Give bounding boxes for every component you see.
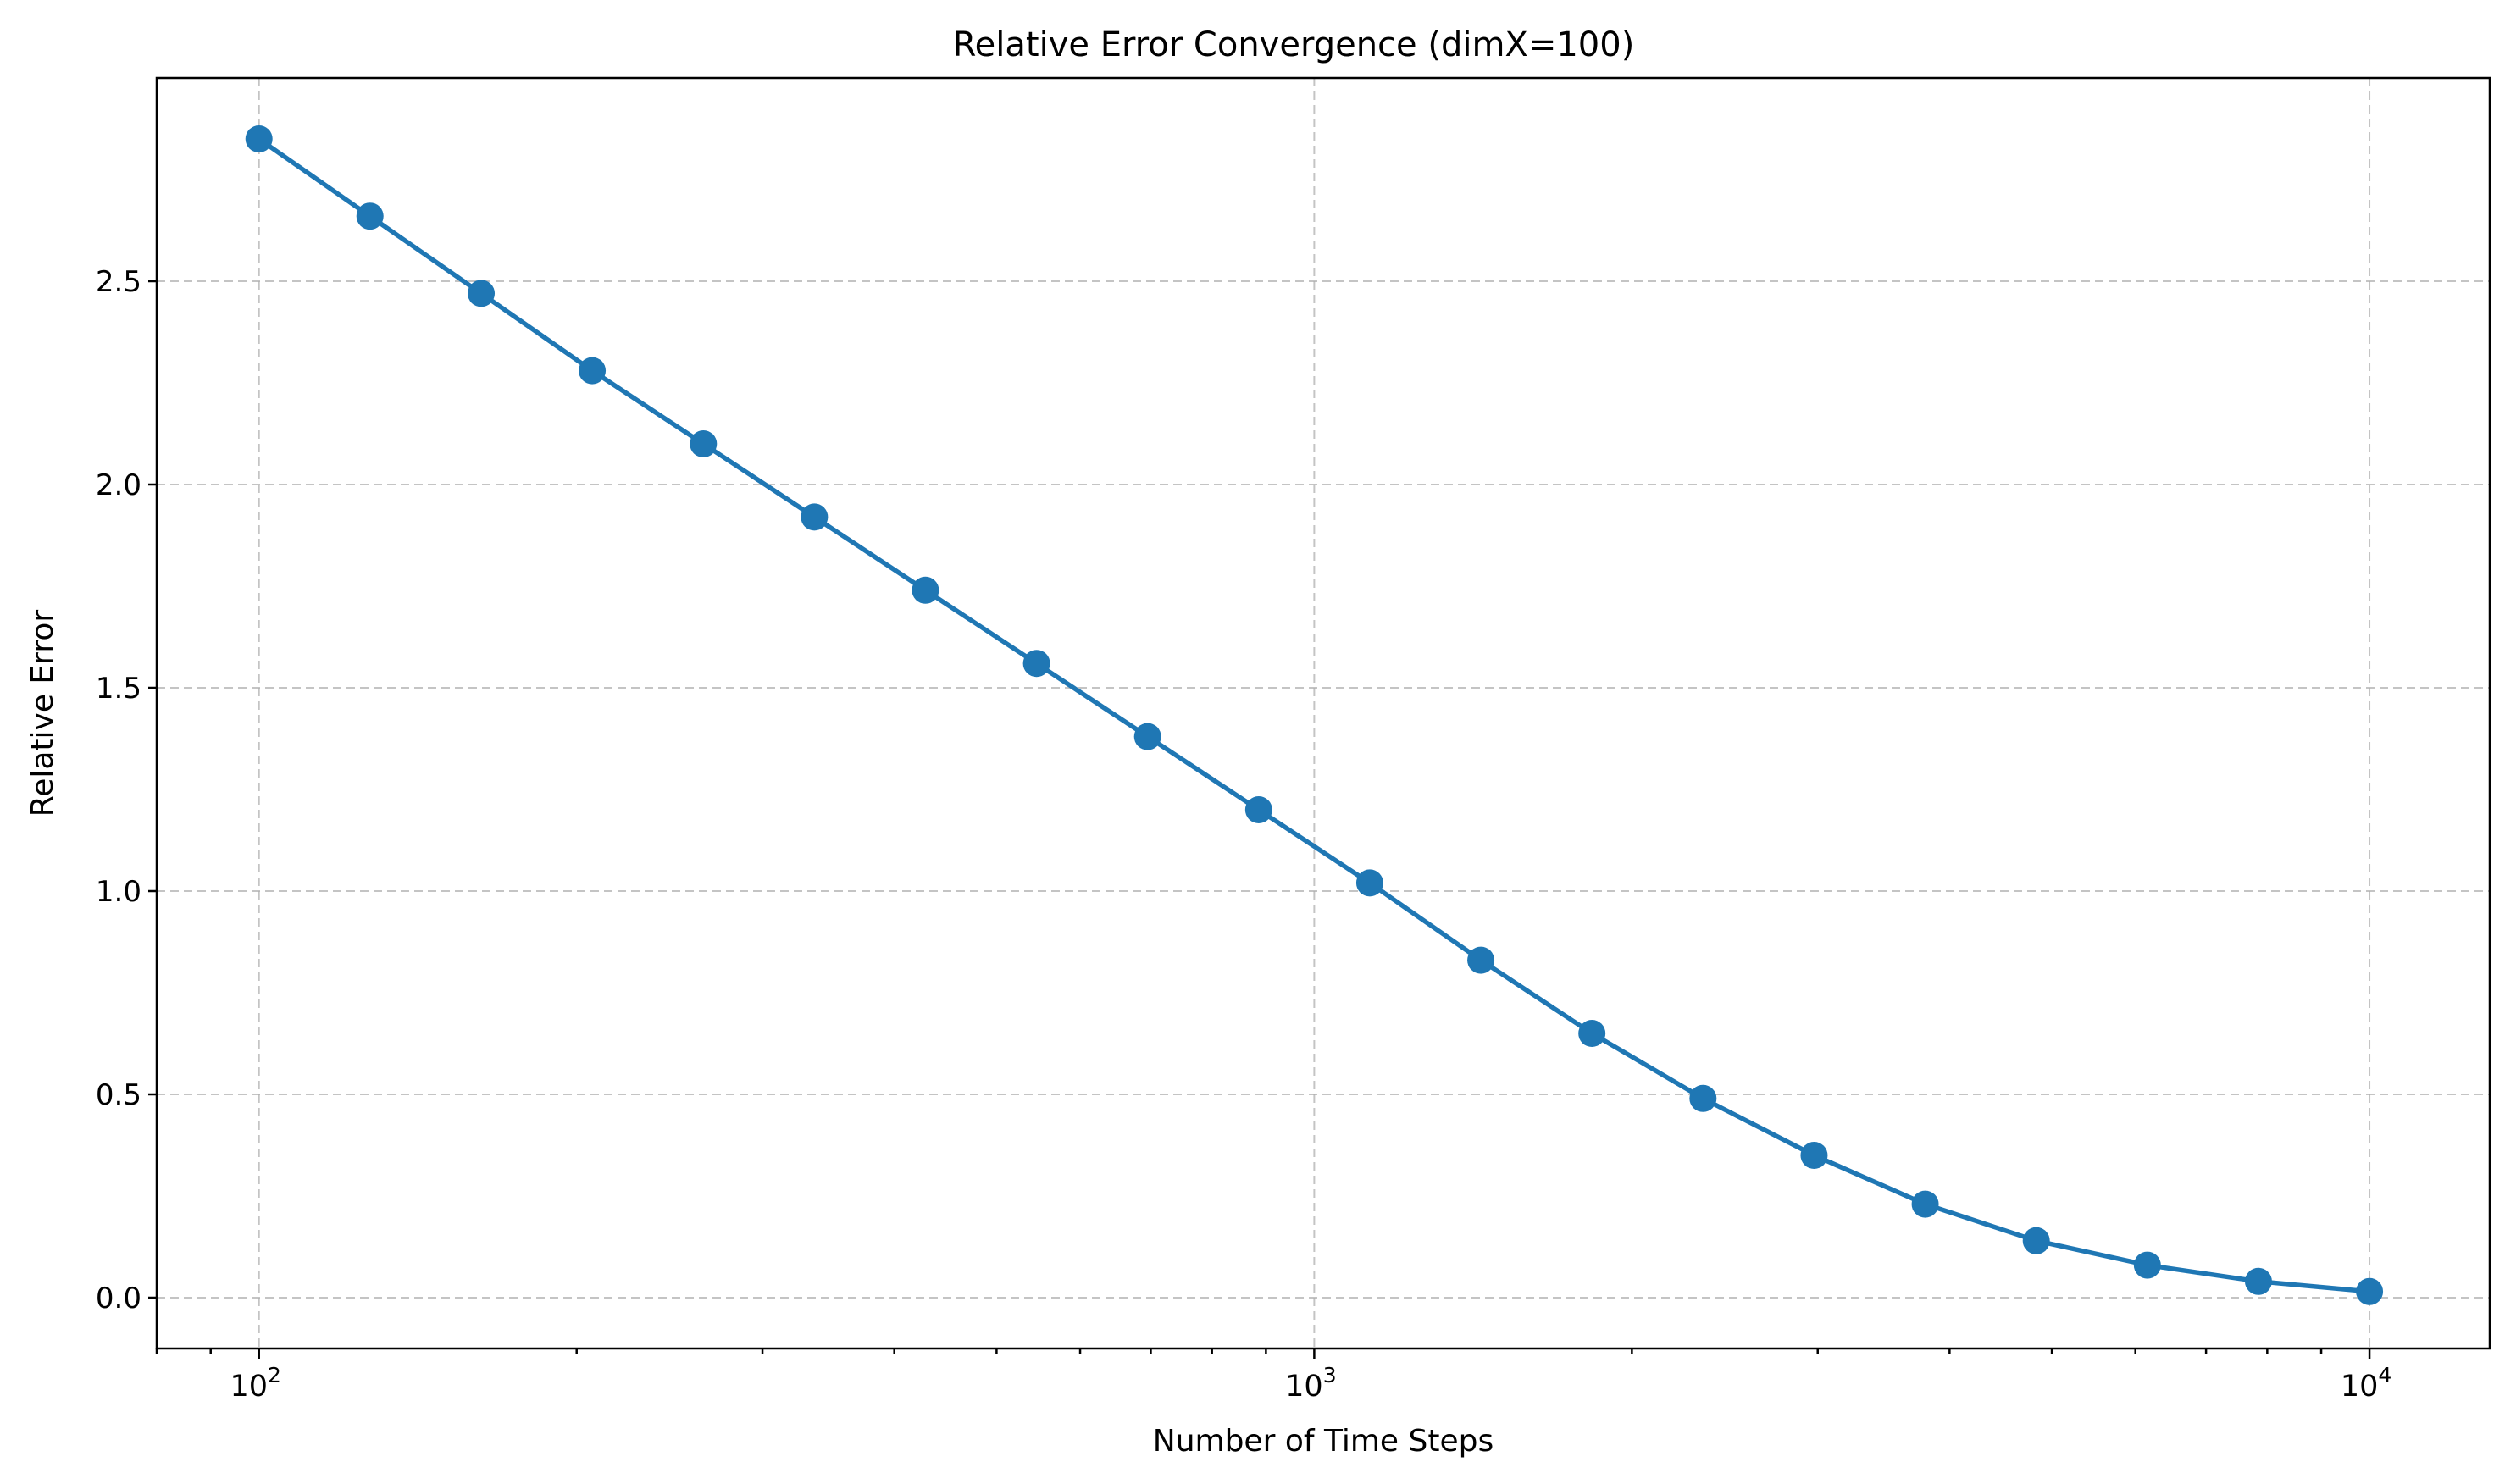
data-point (2356, 1277, 2384, 1305)
plot-frame (155, 76, 2491, 1350)
data-point (468, 280, 496, 307)
y-tick-label: 2.0 (96, 468, 141, 502)
data-point (245, 125, 273, 152)
data-point (1355, 869, 1383, 897)
chart-title: Relative Error Convergence (dimX=100) (953, 25, 1635, 64)
grid-lines (157, 78, 2490, 1348)
data-point (579, 357, 607, 385)
axis-ticks: 0.0 0.5 1.0 1.5 2.0 2.5 102 103 104 (96, 265, 2391, 1404)
data-point (2133, 1251, 2161, 1279)
data-point (356, 202, 384, 230)
data-point (1244, 796, 1272, 823)
x-tick-label: 102 (230, 1363, 280, 1404)
y-tick-label: 0.0 (96, 1282, 141, 1315)
data-point (801, 503, 829, 531)
data-point (1911, 1190, 1939, 1218)
data-point (912, 576, 939, 604)
data-point (1689, 1084, 1717, 1112)
x-tick-label: 104 (2341, 1363, 2391, 1404)
data-point (690, 430, 718, 457)
series-layer (245, 125, 2384, 1305)
data-point (2244, 1267, 2272, 1295)
data-point (1467, 946, 1495, 974)
y-tick-label: 2.5 (96, 265, 141, 299)
x-axis-label: Number of Time Steps (1153, 1424, 1494, 1459)
y-tick-label: 1.5 (96, 672, 141, 706)
y-axis-label: Relative Error (25, 610, 60, 817)
y-tick-label: 1.0 (96, 875, 141, 909)
data-point (2022, 1227, 2050, 1254)
data-point (1022, 650, 1050, 678)
data-point (1133, 723, 1161, 750)
x-tick-label: 103 (1285, 1363, 1336, 1404)
data-point (1578, 1020, 1606, 1047)
y-tick-label: 0.5 (96, 1078, 141, 1112)
data-point (1800, 1142, 1828, 1169)
series-line (258, 136, 2370, 1294)
